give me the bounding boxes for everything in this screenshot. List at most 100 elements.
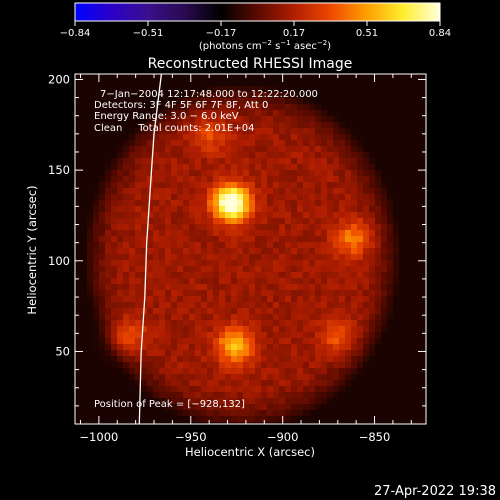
heatmap-cell <box>363 122 370 129</box>
heatmap-cell <box>393 344 400 351</box>
heatmap-cell <box>231 92 238 99</box>
heatmap-cell <box>177 362 184 369</box>
heatmap-cell <box>285 128 292 135</box>
heatmap-cell <box>207 92 214 99</box>
heatmap-cell <box>363 422 370 424</box>
heatmap-cell <box>165 326 172 333</box>
heatmap-cell <box>153 134 160 141</box>
heatmap-cell <box>339 284 346 291</box>
heatmap-cell <box>153 74 160 81</box>
heatmap-cell <box>93 206 100 213</box>
heatmap-cell <box>129 230 136 237</box>
heatmap-cell <box>297 302 304 309</box>
heatmap-cell <box>285 116 292 123</box>
heatmap-cell <box>357 92 364 99</box>
heatmap-cell <box>411 332 418 339</box>
heatmap-cell <box>369 218 376 225</box>
heatmap-cell <box>339 392 346 399</box>
heatmap-cell <box>327 266 334 273</box>
heatmap-cell <box>381 206 388 213</box>
heatmap-cell <box>213 272 220 279</box>
heatmap-cell <box>279 92 286 99</box>
heatmap-cell <box>213 212 220 219</box>
heatmap-cell <box>255 248 262 255</box>
heatmap-cell <box>81 122 88 129</box>
heatmap-cell <box>147 362 154 369</box>
heatmap-cell <box>105 188 112 195</box>
heatmap-cell <box>315 266 322 273</box>
heatmap-cell <box>255 206 262 213</box>
heatmap-cell <box>321 122 328 129</box>
heatmap-cell <box>219 386 226 393</box>
heatmap-cell <box>189 224 196 231</box>
heatmap-cell <box>309 170 316 177</box>
heatmap-cell <box>255 302 262 309</box>
heatmap-cell <box>177 230 184 237</box>
heatmap-cell <box>237 326 244 333</box>
heatmap-cell <box>357 86 364 93</box>
heatmap-cell <box>387 248 394 255</box>
heatmap-cell <box>351 146 358 153</box>
heatmap-cell <box>273 104 280 111</box>
heatmap-cell <box>291 188 298 195</box>
heatmap-cell <box>225 422 232 424</box>
heatmap-cell <box>171 158 178 165</box>
heatmap-cell <box>393 278 400 285</box>
heatmap-cell <box>285 284 292 291</box>
heatmap-cell <box>123 176 130 183</box>
heatmap-cell <box>399 314 406 321</box>
heatmap-cell <box>381 392 388 399</box>
heatmap-cell <box>81 218 88 225</box>
heatmap-cell <box>261 338 268 345</box>
heatmap-cell <box>183 404 190 411</box>
heatmap-cell <box>363 302 370 309</box>
heatmap-cell <box>327 134 334 141</box>
heatmap-cell <box>189 290 196 297</box>
heatmap-cell <box>327 368 334 375</box>
heatmap-cell <box>135 188 142 195</box>
heatmap-cell <box>303 410 310 417</box>
heatmap-cell <box>315 248 322 255</box>
heatmap-cell <box>321 356 328 363</box>
heatmap-cell <box>201 350 208 357</box>
heatmap-cell <box>285 206 292 213</box>
heatmap-cell <box>285 308 292 315</box>
heatmap-cell <box>75 200 82 207</box>
heatmap-cell <box>99 296 106 303</box>
heatmap-cell <box>201 152 208 159</box>
heatmap-cell <box>81 314 88 321</box>
heatmap-cell <box>321 386 328 393</box>
heatmap-cell <box>381 74 388 81</box>
heatmap-cell <box>381 146 388 153</box>
heatmap-cell <box>201 230 208 237</box>
heatmap-cell <box>249 266 256 273</box>
colorbar-tick-label: 0.84 <box>429 28 451 39</box>
heatmap-cell <box>195 314 202 321</box>
heatmap-cell <box>333 278 340 285</box>
heatmap-cell <box>399 200 406 207</box>
heatmap-cell <box>363 188 370 195</box>
heatmap-cell <box>279 326 286 333</box>
heatmap-cell <box>123 170 130 177</box>
heatmap-cell <box>255 314 262 321</box>
heatmap-cell <box>381 200 388 207</box>
heatmap-cell <box>231 404 238 411</box>
heatmap-cell <box>171 272 178 279</box>
heatmap-cell <box>411 188 418 195</box>
heatmap-cell <box>357 308 364 315</box>
heatmap-cell <box>219 374 226 381</box>
heatmap-cell <box>153 266 160 273</box>
heatmap-cell <box>243 218 250 225</box>
heatmap-cell <box>129 158 136 165</box>
heatmap-cell <box>273 158 280 165</box>
heatmap-cell <box>135 332 142 339</box>
heatmap-cell <box>183 218 190 225</box>
heatmap-cell <box>405 296 412 303</box>
heatmap-cell <box>141 350 148 357</box>
heatmap-cell <box>87 362 94 369</box>
heatmap-cell <box>123 308 130 315</box>
heatmap-cell <box>141 320 148 327</box>
heatmap-cell <box>387 380 394 387</box>
heatmap-cell <box>381 410 388 417</box>
heatmap-cell <box>99 326 106 333</box>
